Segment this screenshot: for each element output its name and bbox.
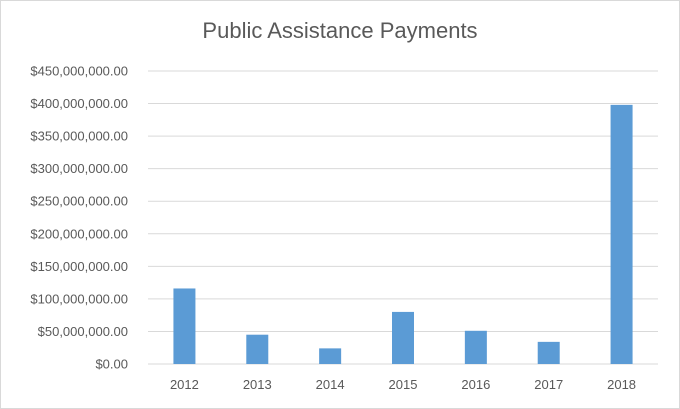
bar-2012 xyxy=(173,288,196,364)
y-tick-label: $0.00 xyxy=(95,357,128,372)
x-tick-label: 2012 xyxy=(170,377,199,392)
y-tick-label: $200,000,000.00 xyxy=(30,226,128,241)
x-tick-label: 2016 xyxy=(461,377,490,392)
x-tick-label: 2013 xyxy=(243,377,272,392)
y-tick-label: $50,000,000.00 xyxy=(38,324,128,339)
y-tick-label: $350,000,000.00 xyxy=(30,129,128,144)
x-tick-label: 2017 xyxy=(534,377,563,392)
x-tick-label: 2015 xyxy=(389,377,418,392)
y-tick-label: $150,000,000.00 xyxy=(30,259,128,274)
x-tick-label: 2018 xyxy=(607,377,636,392)
y-tick-label: $250,000,000.00 xyxy=(30,194,128,209)
bar-2018 xyxy=(610,104,633,364)
bar-2014 xyxy=(319,348,342,364)
bar-2016 xyxy=(464,330,487,364)
bar-2017 xyxy=(537,341,560,364)
chart-title: Public Assistance Payments xyxy=(202,18,478,43)
bar-2015 xyxy=(392,311,414,364)
bar-2013 xyxy=(246,334,269,364)
y-tick-label: $300,000,000.00 xyxy=(30,161,128,176)
x-tick-label: 2014 xyxy=(316,377,345,392)
y-tick-label: $450,000,000.00 xyxy=(30,64,128,79)
y-tick-label: $400,000,000.00 xyxy=(30,96,128,111)
y-tick-label: $100,000,000.00 xyxy=(30,291,128,306)
